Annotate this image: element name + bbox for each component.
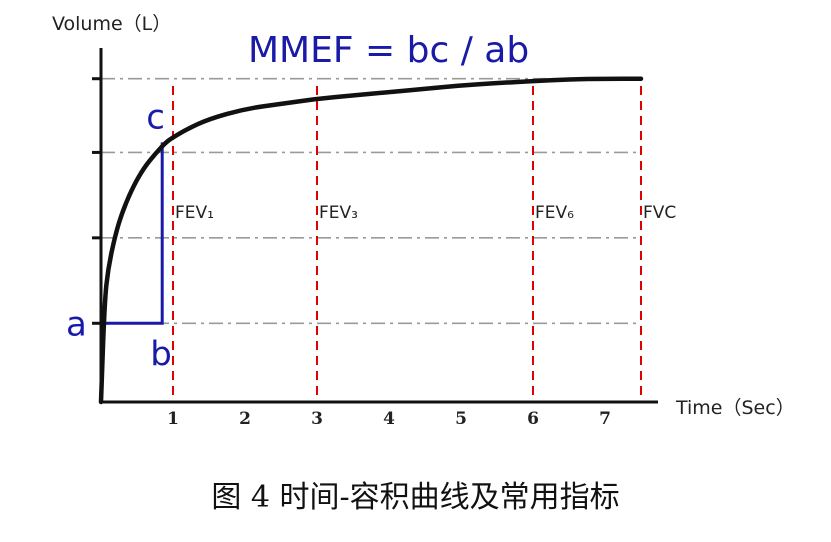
point-a-label: a	[66, 304, 87, 344]
volume-time-chart: Volume（L） Time（Sec） MMEF = bc / ab 1 2 3 4 5…	[52, 13, 795, 429]
x-tick-label: 4	[383, 409, 395, 429]
reference-lines	[172, 86, 642, 402]
reference-label: FEV₁	[175, 203, 214, 223]
reference-label: FEV₆	[535, 203, 574, 223]
mmef-bracket	[101, 142, 164, 325]
point-labels: a b c	[66, 97, 172, 374]
x-tick-label: 6	[527, 409, 539, 429]
x-tick-label: 2	[239, 409, 251, 429]
grid-lines	[101, 77, 641, 325]
point-b-label: b	[150, 334, 172, 374]
x-tick-label: 3	[311, 409, 323, 429]
curve-layer	[98, 76, 644, 405]
reference-labels: FEV₁ FEV₃ FEV₆ FVC	[175, 203, 676, 223]
y-axis-label: Volume（L）	[52, 13, 171, 35]
formula-label: MMEF = bc / ab	[248, 30, 529, 71]
point-c-label: c	[146, 97, 165, 137]
reference-label: FEV₃	[319, 203, 358, 223]
volume-curve	[98, 76, 644, 405]
reference-label: FVC	[643, 203, 676, 223]
x-tick-label: 1	[167, 409, 179, 429]
x-axis-label: Time（Sec）	[675, 397, 795, 419]
axes	[92, 48, 658, 404]
mmef-bracket-line	[101, 142, 164, 325]
x-ticks: 1 2 3 4 5 6 7	[167, 409, 611, 429]
x-tick-label: 5	[455, 409, 467, 429]
x-tick-label: 7	[599, 409, 611, 429]
figure-caption: 图 4 时间-容积曲线及常用指标	[211, 480, 620, 515]
